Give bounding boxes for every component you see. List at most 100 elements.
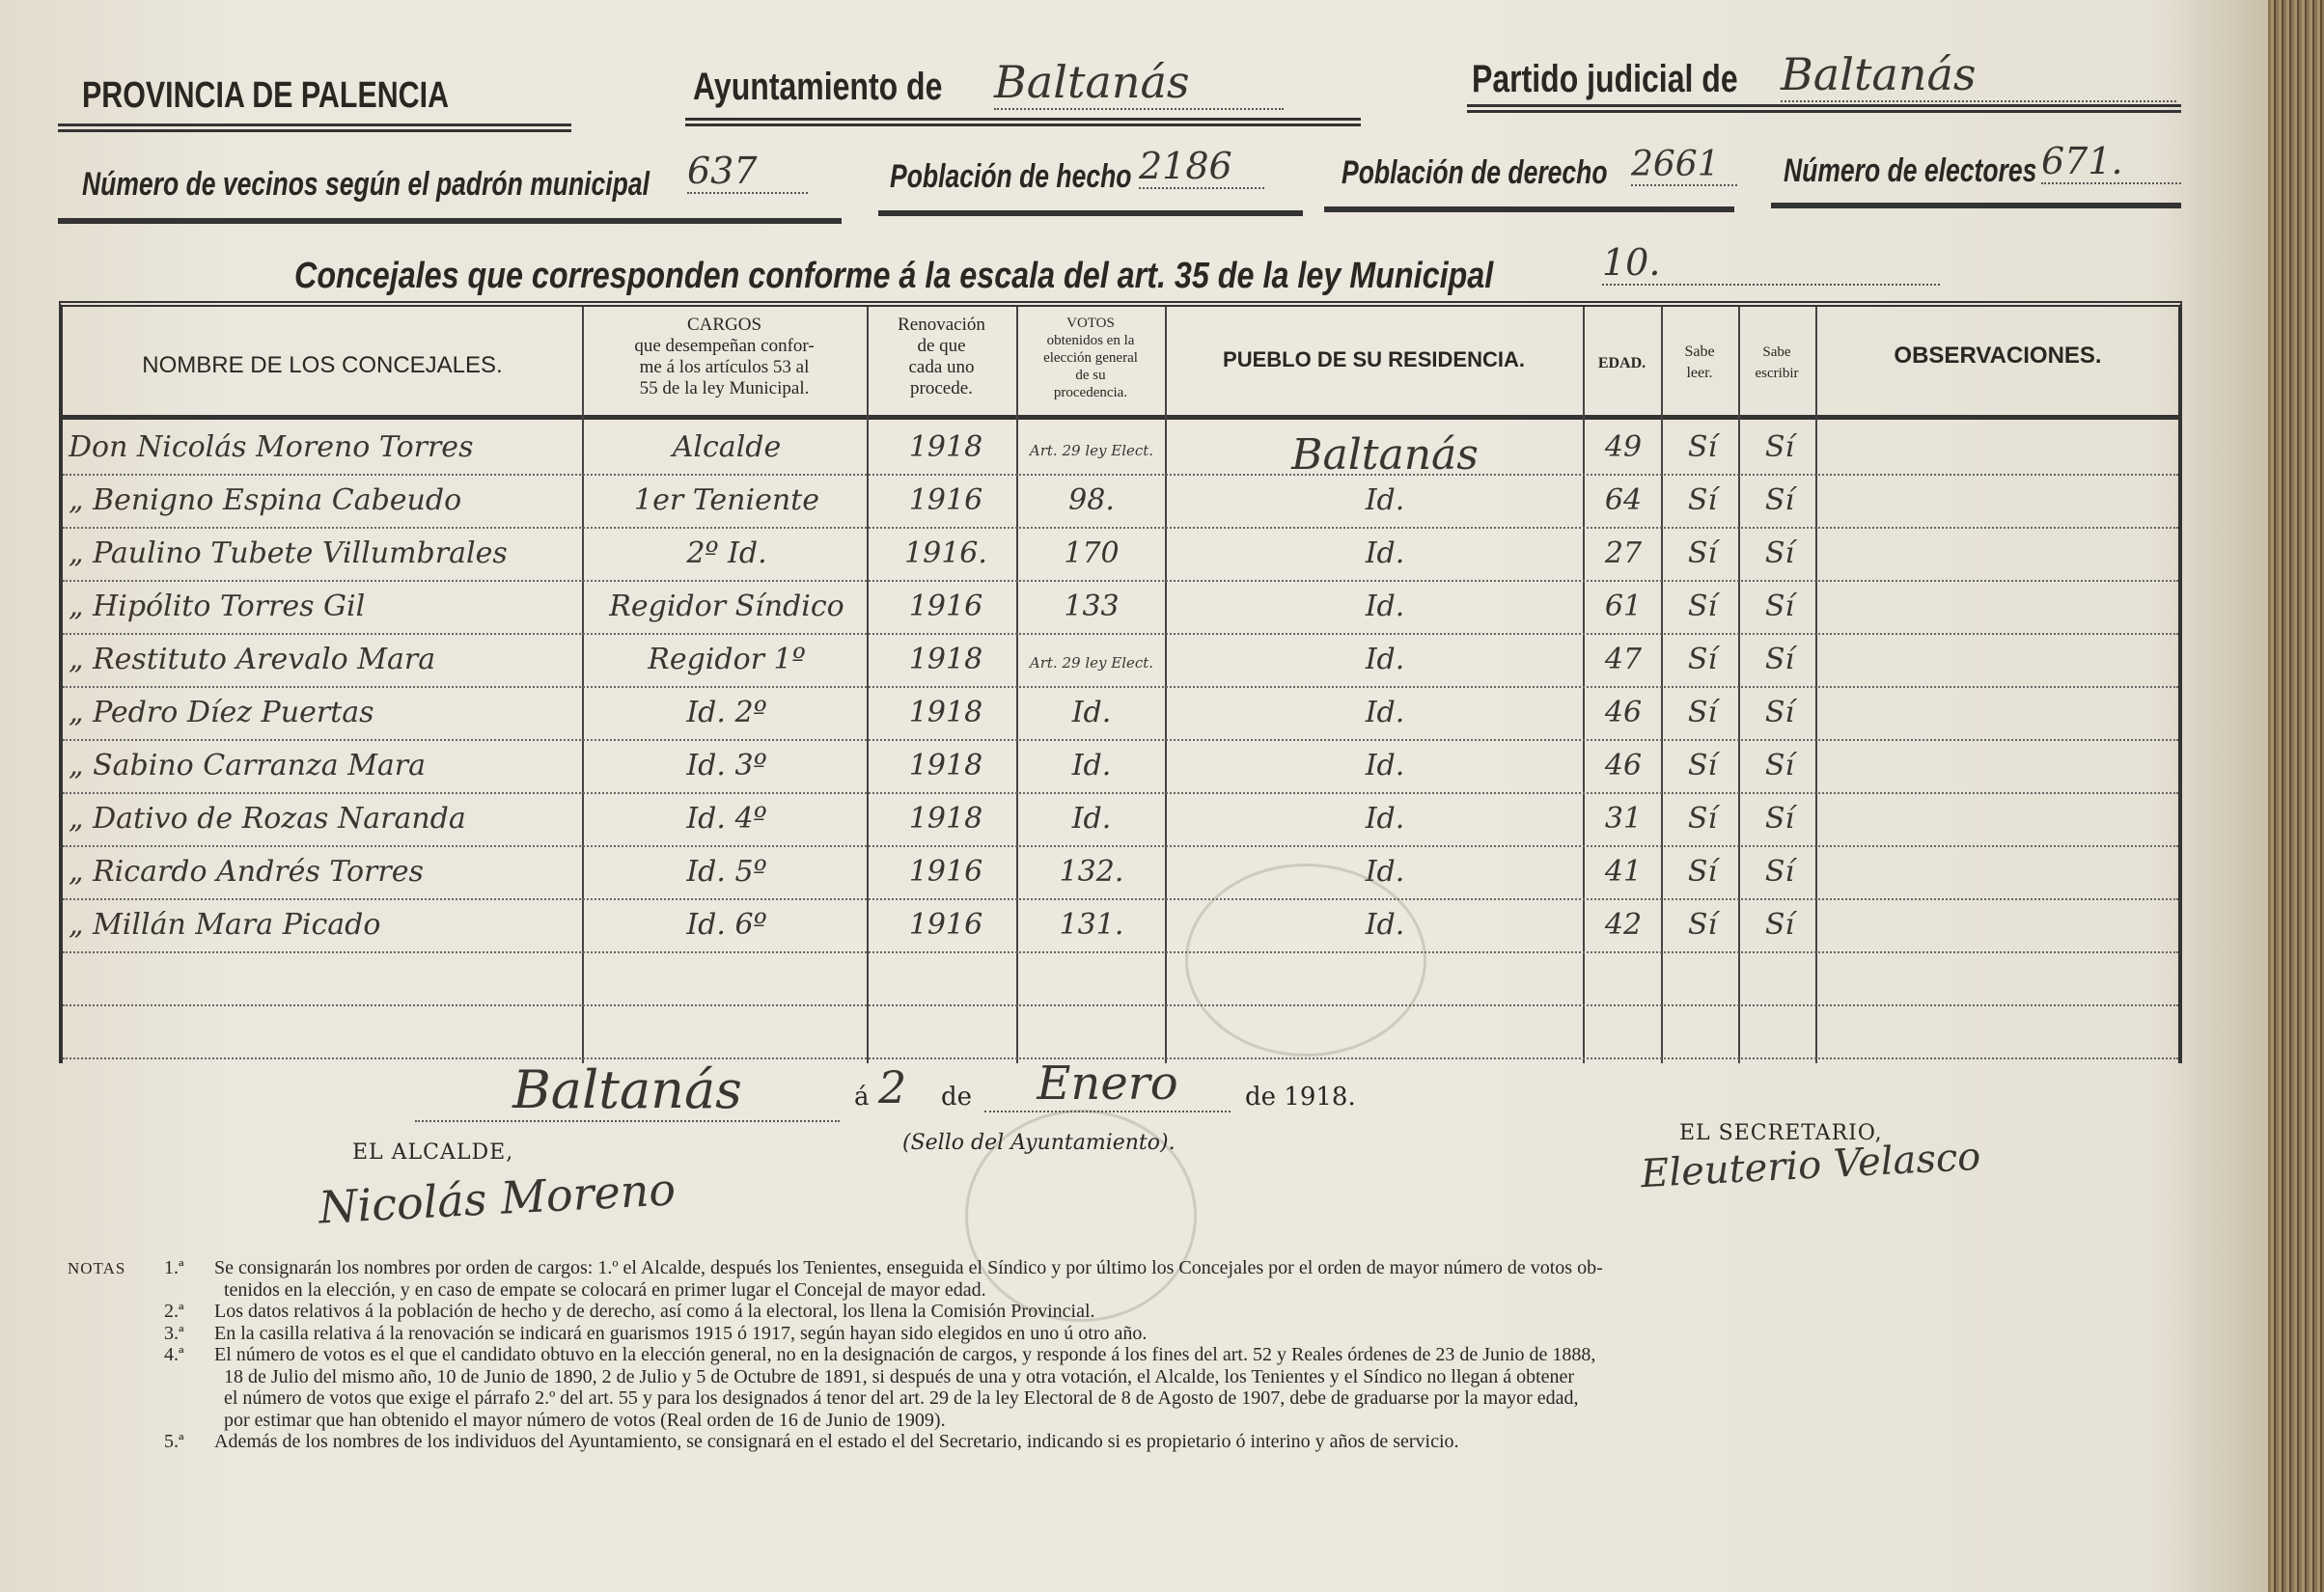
cell-nombre: Don Nicolás Moreno Torres bbox=[69, 430, 474, 464]
header-edad: EDAD. bbox=[1597, 355, 1646, 371]
notes-label: NOTAS bbox=[68, 1259, 126, 1277]
cell-edad: 27 bbox=[1604, 536, 1643, 570]
electores-value: 671. bbox=[2041, 140, 2181, 184]
concejales-label: Concejales que corresponden conforme á l… bbox=[294, 256, 1494, 296]
note-line: el número de votos que exige el párrafo … bbox=[224, 1387, 1579, 1409]
cell-leer: Sí bbox=[1687, 430, 1718, 464]
note-line: 18 de Julio del mismo año, 10 de Junio d… bbox=[224, 1365, 1575, 1387]
note-line: Se consignarán los nombres por orden de … bbox=[214, 1257, 1603, 1278]
cell-cargo: Id. 2º bbox=[686, 696, 767, 729]
cell-renovacion: 1916 bbox=[908, 908, 983, 942]
cell-renovacion: 1918 bbox=[908, 802, 983, 836]
cell-cargo: Regidor Síndico bbox=[609, 590, 844, 623]
footer-day: 2 bbox=[878, 1061, 907, 1113]
cell-votos: 98. bbox=[1068, 483, 1115, 517]
cell-escribir: Sí bbox=[1764, 483, 1795, 517]
row-line bbox=[63, 474, 2178, 476]
partido-value: Baltanás bbox=[1781, 48, 2176, 102]
concejales-table: NOMBRE DE LOS CONCEJALES. CARGOS que des… bbox=[59, 301, 2182, 1063]
cell-edad: 31 bbox=[1604, 802, 1643, 836]
cell-nombre: „ Hipólito Torres Gil bbox=[69, 590, 366, 623]
stamp bbox=[1185, 864, 1426, 1057]
row-line bbox=[63, 686, 2178, 688]
header-escribir: Sabe escribir bbox=[1755, 344, 1799, 381]
document-page: PROVINCIA DE PALENCIA Ayuntamiento de Ba… bbox=[0, 0, 2268, 1592]
cell-nombre: „ Benigno Espina Cabeudo bbox=[69, 483, 462, 517]
cell-escribir: Sí bbox=[1764, 590, 1795, 623]
header-nombre: NOMBRE DE LOS CONCEJALES. bbox=[142, 352, 503, 378]
note-number: 2.ª bbox=[164, 1301, 184, 1322]
cell-edad: 42 bbox=[1604, 908, 1643, 942]
ayuntamiento-value: Baltanás bbox=[994, 56, 1284, 110]
derecho-value: 2661 bbox=[1631, 145, 1737, 186]
cell-escribir: Sí bbox=[1764, 749, 1795, 782]
note-number: 4.ª bbox=[164, 1344, 184, 1365]
cell-cargo: Id. 4º bbox=[686, 802, 767, 836]
footer-de: de bbox=[941, 1083, 973, 1112]
header-votos: VOTOS obtenidos en la elección general d… bbox=[1043, 316, 1138, 400]
cell-escribir: Sí bbox=[1764, 855, 1795, 889]
cell-escribir: Sí bbox=[1764, 536, 1795, 570]
cell-nombre: „ Sabino Carranza Mara bbox=[69, 749, 427, 782]
cell-pueblo: Baltanás bbox=[1291, 430, 1479, 480]
row-line bbox=[63, 580, 2178, 582]
divider bbox=[878, 210, 1303, 216]
cell-nombre: „ Dativo de Rozas Naranda bbox=[69, 802, 466, 836]
cell-edad: 61 bbox=[1604, 590, 1643, 623]
header-leer: Sabe leer. bbox=[1684, 343, 1715, 381]
cell-escribir: Sí bbox=[1764, 643, 1795, 676]
row-line bbox=[63, 898, 2178, 900]
cell-cargo: Regidor 1º bbox=[648, 643, 806, 676]
cell-leer: Sí bbox=[1687, 855, 1718, 889]
cell-leer: Sí bbox=[1687, 749, 1718, 782]
footer-month: Enero bbox=[984, 1057, 1231, 1112]
divider bbox=[1324, 206, 1734, 212]
row-line bbox=[63, 1004, 2178, 1006]
cell-votos: 132. bbox=[1059, 855, 1124, 889]
cell-edad: 41 bbox=[1604, 855, 1643, 889]
cell-leer: Sí bbox=[1687, 483, 1718, 517]
cell-leer: Sí bbox=[1687, 802, 1718, 836]
partido-label: Partido judicial de bbox=[1472, 58, 1738, 100]
divider bbox=[1467, 104, 2181, 113]
cell-nombre: „ Restituto Arevalo Mara bbox=[69, 643, 436, 676]
alcalde-label: EL ALCALDE, bbox=[352, 1140, 514, 1165]
row-line bbox=[63, 1057, 2178, 1059]
cell-nombre: „ Ricardo Andrés Torres bbox=[69, 855, 424, 889]
note-number: 5.ª bbox=[164, 1431, 184, 1452]
row-line bbox=[63, 951, 2178, 953]
cell-renovacion: 1916 bbox=[908, 590, 983, 623]
sello-label: (Sello del Ayuntamiento). bbox=[902, 1131, 1176, 1155]
cell-votos: Id. bbox=[1071, 749, 1112, 782]
cell-escribir: Sí bbox=[1764, 802, 1795, 836]
cell-cargo: 1er Teniente bbox=[634, 483, 819, 517]
cell-leer: Sí bbox=[1687, 643, 1718, 676]
footer-year: de 1918. bbox=[1245, 1083, 1356, 1112]
secretario-label: EL SECRETARIO, bbox=[1679, 1121, 1883, 1145]
header-renovacion: Renovación de que cada uno procede. bbox=[898, 315, 985, 398]
cell-cargo: 2º Id. bbox=[686, 536, 767, 570]
cell-cargo: Id. 6º bbox=[686, 908, 767, 942]
cell-votos: 131. bbox=[1059, 908, 1124, 942]
header-observaciones: OBSERVACIONES. bbox=[1894, 343, 2102, 369]
cell-leer: Sí bbox=[1687, 590, 1718, 623]
electores-label: Número de electores bbox=[1784, 152, 2037, 189]
ayuntamiento-label: Ayuntamiento de bbox=[693, 66, 943, 108]
cell-votos: Id. bbox=[1071, 802, 1112, 836]
concejales-value: 10. bbox=[1602, 241, 1940, 286]
footer-place: Baltanás bbox=[415, 1059, 840, 1122]
cell-renovacion: 1916 bbox=[908, 855, 983, 889]
cell-leer: Sí bbox=[1687, 908, 1718, 942]
cell-leer: Sí bbox=[1687, 696, 1718, 729]
cell-cargo: Id. 3º bbox=[686, 749, 767, 782]
row-line bbox=[63, 792, 2178, 794]
header-cargos: CARGOS que desempeñan confor- me á los a… bbox=[634, 315, 815, 398]
footer-a: á bbox=[854, 1083, 870, 1112]
vecinos-value: 637 bbox=[687, 150, 808, 194]
vecinos-label: Número de vecinos según el padrón munici… bbox=[82, 166, 650, 203]
divider bbox=[58, 124, 571, 132]
note-line: En la casilla relativa á la renovación s… bbox=[214, 1322, 1148, 1344]
cell-edad: 64 bbox=[1604, 483, 1643, 517]
cell-votos: Art. 29 ley Elect. bbox=[1029, 654, 1154, 672]
cell-escribir: Sí bbox=[1764, 908, 1795, 942]
